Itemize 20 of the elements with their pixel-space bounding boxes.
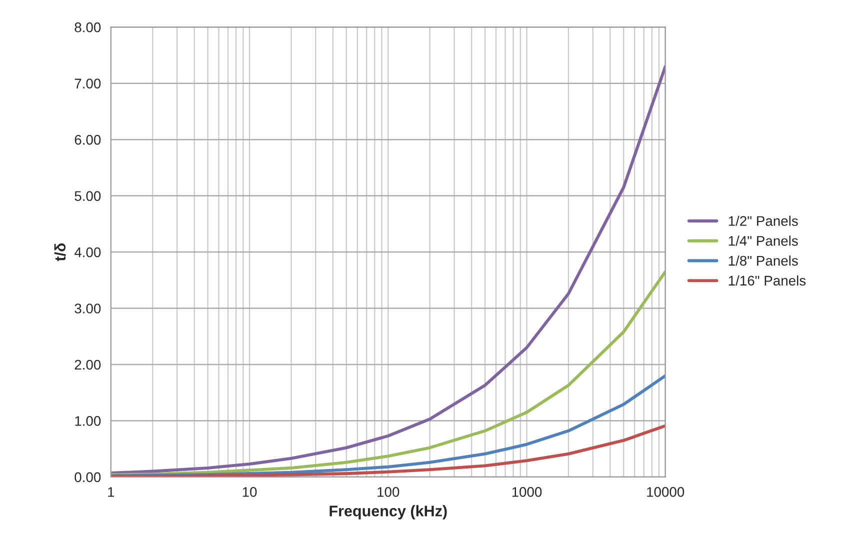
y-tick-label: 7.00 [74, 78, 101, 88]
y-tick-label: 2.00 [74, 360, 101, 370]
y-tick-label: 0.00 [74, 472, 101, 482]
y-tick-label: 6.00 [74, 134, 101, 145]
legend-label: 1/2" Panels [728, 216, 798, 226]
legend-label: 1/16" Panels [728, 275, 806, 286]
x-tick-label: 1 [108, 487, 114, 497]
x-tick-label: 1000 [512, 487, 542, 497]
y-tick-label: 5.00 [74, 191, 101, 201]
y-tick-label: 1.00 [75, 416, 101, 426]
legend-label: 1/8" Panels [728, 256, 798, 266]
x-tick-label: 100 [378, 487, 400, 497]
legend-label: 1/4" Panels [728, 236, 798, 246]
y-axis-title: t/δ [54, 243, 66, 262]
x-tick-label: 10000 [647, 487, 684, 497]
y-tick-label: 4.00 [74, 247, 101, 258]
y-tick-label: 3.00 [74, 304, 101, 314]
x-tick-label: 10 [242, 487, 257, 497]
y-tick-label: 8.00 [74, 22, 101, 32]
x-axis-title: Frequency (kHz) [330, 505, 447, 520]
